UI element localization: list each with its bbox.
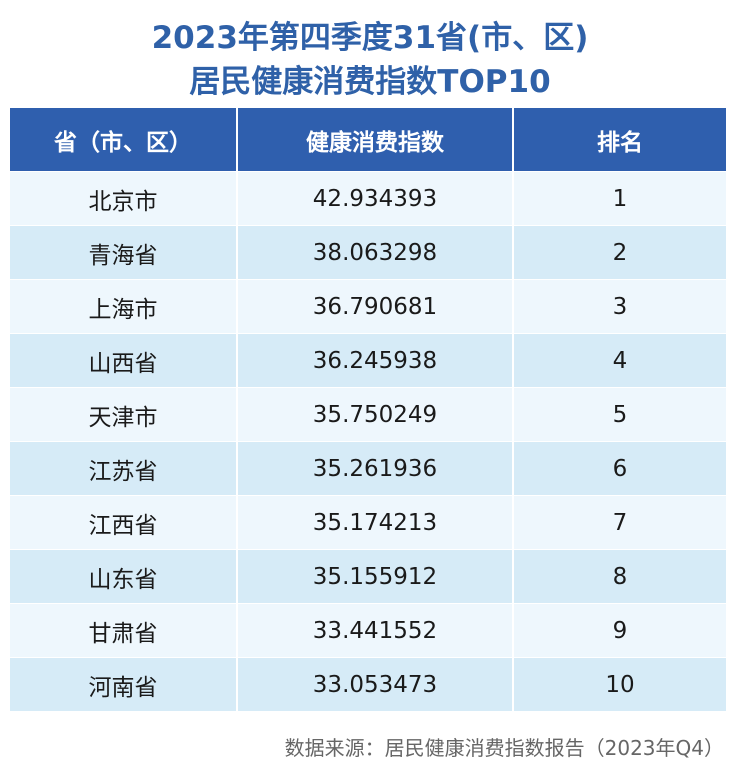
region-cell: 天津市 — [10, 388, 238, 441]
header-region: 省（市、区） — [10, 108, 238, 171]
index-cell: 33.441552 — [238, 604, 514, 657]
index-cell: 42.934393 — [238, 172, 514, 225]
header-rank: 排名 — [597, 129, 643, 156]
table-row: 江苏省 35.261936 6 — [10, 442, 726, 496]
ranking-table: 省（市、区） 健康消费指数 排名 北京市 42.934393 1 青海省 38.… — [10, 108, 726, 712]
table-row: 青海省 38.063298 2 — [10, 226, 726, 280]
data-source-note: 数据来源：居民健康消费指数报告（2023年Q4） — [284, 736, 724, 760]
rank-cell: 9 — [612, 617, 628, 644]
region-cell: 山西省 — [10, 334, 238, 387]
region-cell: 青海省 — [10, 226, 238, 279]
rank-cell: 7 — [612, 509, 628, 536]
rank-cell: 8 — [612, 563, 628, 590]
table-header-row: 省（市、区） 健康消费指数 排名 — [10, 108, 726, 172]
table-row: 北京市 42.934393 1 — [10, 172, 726, 226]
index-cell: 38.063298 — [238, 226, 514, 279]
page-title-line1: 2023年第四季度31省(市、区) — [151, 20, 589, 56]
table-row: 河南省 33.053473 10 — [10, 658, 726, 712]
rank-cell: 3 — [612, 293, 628, 320]
region-cell: 山东省 — [10, 550, 238, 603]
table-row: 甘肃省 33.441552 9 — [10, 604, 726, 658]
region-cell: 江苏省 — [10, 442, 238, 495]
table-row: 江西省 35.174213 7 — [10, 496, 726, 550]
index-cell: 33.053473 — [238, 658, 514, 711]
region-cell: 江西省 — [10, 496, 238, 549]
header-index: 健康消费指数 — [238, 108, 514, 171]
index-cell: 35.750249 — [238, 388, 514, 441]
index-cell: 35.174213 — [238, 496, 514, 549]
rank-cell: 1 — [612, 185, 628, 212]
rank-cell: 4 — [612, 347, 628, 374]
table-row: 山西省 36.245938 4 — [10, 334, 726, 388]
rank-cell: 5 — [612, 401, 628, 428]
table-row: 天津市 35.750249 5 — [10, 388, 726, 442]
table-row: 山东省 35.155912 8 — [10, 550, 726, 604]
index-cell: 35.261936 — [238, 442, 514, 495]
index-cell: 36.245938 — [238, 334, 514, 387]
rank-cell: 10 — [605, 671, 635, 698]
index-cell: 36.790681 — [238, 280, 514, 333]
index-cell: 35.155912 — [238, 550, 514, 603]
region-cell: 河南省 — [10, 658, 238, 711]
region-cell: 甘肃省 — [10, 604, 238, 657]
rank-cell: 6 — [612, 455, 628, 482]
rank-cell: 2 — [612, 239, 628, 266]
region-cell: 上海市 — [10, 280, 238, 333]
page-title-line2: 居民健康消费指数TOP10 — [189, 64, 551, 100]
region-cell: 北京市 — [10, 172, 238, 225]
table-row: 上海市 36.790681 3 — [10, 280, 726, 334]
